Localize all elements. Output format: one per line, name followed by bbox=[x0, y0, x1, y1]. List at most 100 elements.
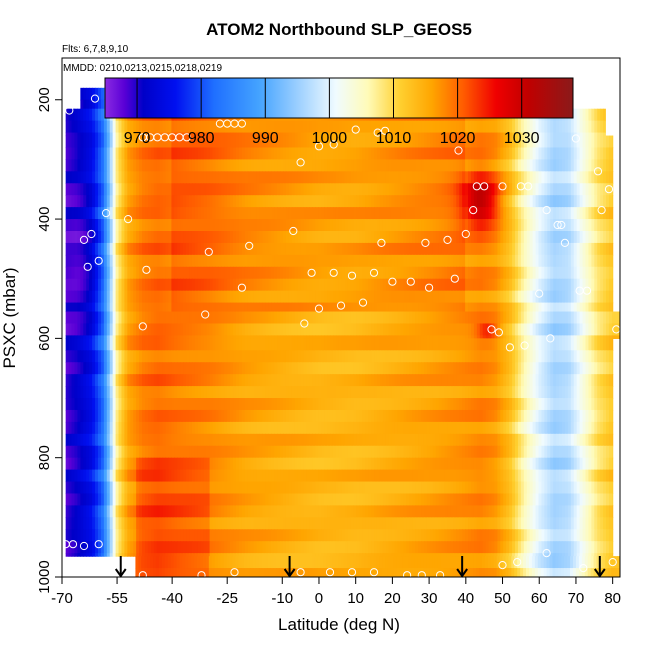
heatmap-cell bbox=[338, 231, 343, 244]
heatmap-cell bbox=[332, 335, 337, 339]
heatmap-cell bbox=[365, 278, 369, 292]
heatmap-cell bbox=[423, 132, 428, 137]
heatmap-cell bbox=[241, 338, 246, 351]
heatmap-cell bbox=[523, 323, 528, 336]
heatmap-cell bbox=[265, 374, 269, 387]
heatmap-cell bbox=[177, 290, 181, 304]
heatmap-cell bbox=[341, 362, 346, 375]
heatmap-cell bbox=[147, 374, 152, 387]
heatmap-cell bbox=[350, 147, 355, 161]
heatmap-cell bbox=[400, 335, 405, 339]
heatmap-cell bbox=[397, 183, 402, 196]
heatmap-cell bbox=[362, 266, 366, 280]
heatmap-cell bbox=[512, 278, 516, 292]
heatmap-cell bbox=[562, 335, 566, 339]
heatmap-cell bbox=[168, 242, 172, 256]
heatmap-cell bbox=[368, 219, 372, 232]
heatmap-cell bbox=[165, 171, 170, 184]
heatmap-cell bbox=[432, 195, 437, 208]
heatmap-cell bbox=[438, 335, 443, 339]
heatmap-cell bbox=[191, 159, 196, 172]
heatmap-cell bbox=[209, 132, 214, 137]
heatmap-cell bbox=[397, 278, 402, 292]
heatmap-cell bbox=[438, 350, 443, 363]
heatmap-cell bbox=[89, 87, 93, 101]
heatmap-cell bbox=[171, 278, 175, 292]
heatmap-cell bbox=[315, 278, 319, 292]
heatmap-cell bbox=[573, 171, 578, 184]
heatmap-cell bbox=[432, 374, 437, 387]
heatmap-cell bbox=[403, 171, 407, 184]
heatmap-cell bbox=[438, 132, 443, 137]
heatmap-cell bbox=[118, 311, 123, 325]
heatmap-cell bbox=[285, 135, 290, 149]
heatmap-cell bbox=[218, 335, 222, 339]
heatmap-cell bbox=[112, 171, 117, 184]
heatmap-cell bbox=[470, 335, 475, 339]
heatmap-cell bbox=[426, 207, 431, 220]
heatmap-cell bbox=[294, 362, 299, 375]
heatmap-cell bbox=[177, 120, 181, 134]
heatmap-cell bbox=[224, 242, 228, 256]
heatmap-cell bbox=[415, 159, 419, 172]
heatmap-cell bbox=[503, 278, 507, 292]
heatmap-cell bbox=[280, 311, 284, 325]
heatmap-cell bbox=[189, 207, 193, 220]
heatmap-cell bbox=[332, 120, 337, 134]
heatmap-cell bbox=[359, 374, 363, 387]
heatmap-cell bbox=[147, 120, 152, 134]
heatmap-cell bbox=[215, 254, 219, 268]
heatmap-cell bbox=[582, 207, 587, 220]
heatmap-cell bbox=[517, 135, 522, 149]
heatmap-cell bbox=[432, 302, 437, 313]
heatmap-cell bbox=[127, 231, 131, 244]
heatmap-cell bbox=[503, 195, 507, 208]
heatmap-cell bbox=[509, 266, 513, 280]
heatmap-cell bbox=[280, 183, 284, 196]
heatmap-cell bbox=[315, 183, 319, 196]
heatmap-cell bbox=[338, 278, 343, 292]
heatmap-cell bbox=[215, 159, 219, 172]
heatmap-cell bbox=[341, 338, 346, 351]
heatmap-cell bbox=[356, 278, 360, 292]
heatmap-cell bbox=[256, 266, 261, 280]
heatmap-cell bbox=[406, 311, 410, 325]
heatmap-cell bbox=[415, 362, 419, 375]
heatmap-cell bbox=[379, 254, 384, 268]
heatmap-cell bbox=[532, 311, 537, 325]
heatmap-cell bbox=[459, 207, 463, 220]
heatmap-cell bbox=[297, 135, 302, 149]
heatmap-cell bbox=[344, 183, 349, 196]
heatmap-cell bbox=[206, 266, 211, 280]
heatmap-cell bbox=[335, 311, 340, 325]
heatmap-cell bbox=[236, 159, 240, 172]
heatmap-cell bbox=[597, 147, 601, 161]
heatmap-cell bbox=[603, 120, 606, 134]
heatmap-cell bbox=[611, 219, 614, 232]
heatmap-cell bbox=[353, 302, 358, 313]
heatmap-cell bbox=[318, 171, 322, 184]
heatmap-cell bbox=[168, 207, 172, 220]
heatmap-cell bbox=[156, 350, 161, 363]
heatmap-cell bbox=[544, 266, 548, 280]
heatmap-cell bbox=[456, 335, 460, 339]
heatmap-cell bbox=[418, 147, 422, 161]
heatmap-cell bbox=[415, 242, 419, 256]
heatmap-cell bbox=[147, 323, 152, 336]
heatmap-cell bbox=[415, 195, 419, 208]
heatmap-cell bbox=[121, 219, 126, 232]
heatmap-cell bbox=[465, 242, 469, 256]
heatmap-cell bbox=[556, 362, 560, 375]
heatmap-cell bbox=[150, 302, 155, 313]
heatmap-cell bbox=[426, 362, 431, 375]
heatmap-cell bbox=[271, 171, 275, 184]
heatmap-cell bbox=[97, 108, 102, 122]
heatmap-cell bbox=[350, 290, 355, 304]
heatmap-cell bbox=[485, 302, 490, 313]
heatmap-cell bbox=[153, 207, 158, 220]
heatmap-cell bbox=[591, 335, 595, 339]
heatmap-cell bbox=[497, 290, 501, 304]
heatmap-cell bbox=[315, 362, 319, 375]
heatmap-cell bbox=[318, 362, 322, 375]
heatmap-cell bbox=[544, 335, 548, 339]
